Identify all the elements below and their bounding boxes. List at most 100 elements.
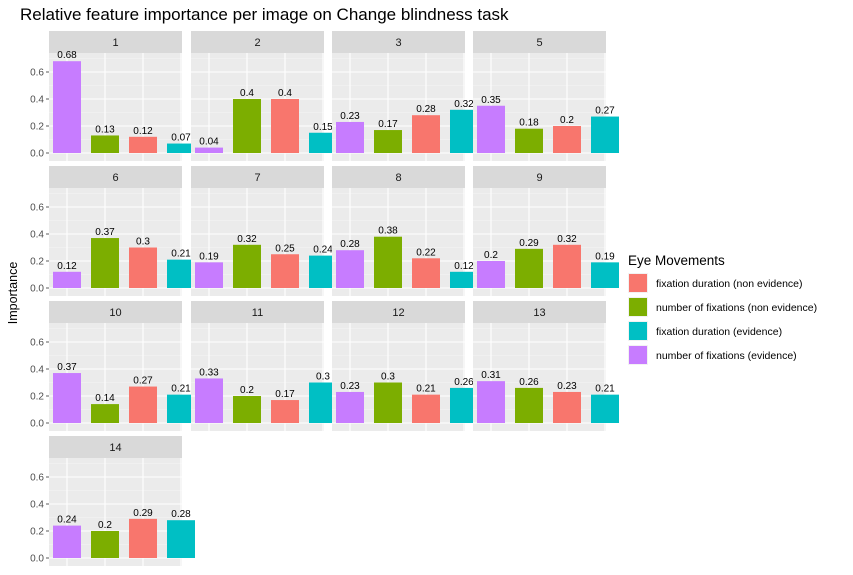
bar-14-1: [53, 525, 81, 558]
bar-13-4: [591, 394, 619, 423]
legend: Eye Movements fixation duration (non evi…: [628, 253, 817, 365]
bar-6-3: [129, 247, 157, 288]
facet-strip-label: 2: [254, 37, 260, 49]
facet-strip-label: 13: [533, 307, 545, 319]
facet-panel-11: 11 0.33 0.2 0.17 0.3: [191, 301, 337, 431]
bar-10-1: [53, 373, 81, 423]
bar-8-3: [412, 258, 440, 288]
bar-value-label: 0.21: [171, 249, 191, 260]
legend-swatch: [629, 298, 647, 316]
bar-value-label: 0.17: [378, 119, 398, 130]
bar-5-3: [553, 126, 581, 153]
facet-panels: 10.680.13 0.120.070.00.20.40.620.040.4 0.4…: [30, 31, 619, 566]
legend-swatch: [629, 346, 647, 364]
bar-value-label: 0.12: [57, 261, 77, 272]
bar-7-3: [271, 254, 299, 288]
facet-strip: [332, 31, 465, 53]
bar-13-3: [553, 391, 581, 423]
bar-13-2: [515, 387, 543, 423]
bar-8-2: [374, 236, 402, 288]
bar-value-label: 0.27: [133, 376, 153, 387]
bar-value-label: 0.24: [57, 515, 77, 526]
bar-3-2: [374, 130, 402, 153]
bar-value-label: 0.37: [95, 227, 115, 238]
facet-strip: [49, 166, 182, 188]
bar-7-1: [195, 262, 223, 288]
bar-9-3: [553, 244, 581, 288]
facet-panel-7: 7 0.19 0.32 0.25 0.24: [191, 166, 337, 296]
bar-2-3: [271, 99, 299, 153]
bar-value-label: 0.12: [454, 261, 474, 272]
y-tick-label: 0.2: [30, 527, 44, 538]
bar-1-3: [129, 136, 157, 153]
facet-panel-9: 9 0.2 0.29 0.32 0.19: [473, 166, 619, 296]
y-tick-label: 0.4: [30, 95, 44, 106]
bar-6-1: [53, 271, 81, 288]
bar-2-2: [233, 99, 261, 153]
bar-10-4: [167, 394, 195, 423]
bar-value-label: 0.17: [275, 389, 295, 400]
y-tick-label: 0.6: [30, 203, 44, 214]
bar-value-label: 0.25: [275, 243, 295, 254]
facet-strip-label: 11: [252, 307, 263, 319]
bar-value-label: 0.37: [57, 362, 77, 373]
bar-value-label: 0.21: [416, 384, 436, 395]
y-tick-label: 0.4: [30, 230, 44, 241]
bar-value-label: 0.2: [484, 250, 498, 261]
bar-5-4: [591, 116, 619, 153]
facet-strip: [332, 301, 465, 323]
facet-panel-1: 1 0.68 0.13 0.12 0.07 0.0 0.2 0.4 0.6: [30, 31, 195, 161]
legend-swatch: [629, 322, 647, 340]
legend-label: fixation duration (non evidence): [656, 278, 803, 290]
facet-strip: [473, 166, 606, 188]
facet-strip-label: 5: [536, 37, 542, 49]
facet-strip-label: 9: [536, 172, 542, 184]
bar-1-1: [53, 61, 81, 154]
bar-13-1: [477, 381, 505, 423]
bar-value-label: 0.3: [316, 372, 330, 383]
bar-value-label: 0.21: [595, 384, 615, 395]
bar-value-label: 0.19: [199, 251, 219, 262]
facet-panel-2: 2 0.04 0.4 0.4 0.15: [191, 31, 337, 161]
facet-panel-8: 8 0.28 0.38 0.22 0.12: [332, 166, 478, 296]
bar-value-label: 0.4: [240, 88, 254, 99]
bar-8-4: [450, 271, 478, 288]
y-tick-label: 0.6: [30, 68, 44, 79]
y-tick-label: 0.2: [30, 122, 44, 133]
bar-value-label: 0.38: [378, 226, 398, 237]
legend-label: fixation duration (evidence): [656, 326, 782, 338]
y-tick-label: 0.2: [30, 392, 44, 403]
bar-value-label: 0.3: [381, 372, 395, 383]
bar-value-label: 0.22: [416, 247, 436, 258]
bar-value-label: 0.15: [313, 122, 333, 133]
facet-strip: [49, 301, 182, 323]
bar-8-1: [336, 250, 364, 288]
bar-value-label: 0.23: [340, 381, 360, 392]
facet-strip: [191, 301, 324, 323]
bar-7-2: [233, 244, 261, 288]
bar-value-label: 0.32: [454, 99, 474, 110]
bar-14-2: [91, 531, 119, 558]
bar-value-label: 0.23: [340, 111, 360, 122]
bar-value-label: 0.32: [557, 234, 577, 245]
bar-14-4: [167, 520, 195, 558]
bar-value-label: 0.13: [95, 124, 115, 135]
legend-label: number of fixations (non evidence): [656, 302, 817, 314]
bar-value-label: 0.28: [340, 239, 360, 250]
facet-panel-6: 6 0.12 0.37 0.3 0.21 0.0 0.2 0.4 0.6: [30, 166, 195, 296]
bar-value-label: 0.27: [595, 106, 615, 117]
bar-value-label: 0.29: [133, 508, 153, 519]
bar-value-label: 0.35: [481, 95, 501, 106]
bar-value-label: 0.3: [136, 237, 150, 248]
legend-title: Eye Movements: [628, 253, 725, 268]
facet-panel-5: 5 0.35 0.18 0.2 0.27: [473, 31, 619, 161]
bar-value-label: 0.2: [560, 115, 574, 126]
chart-title: Relative feature importance per image on…: [20, 5, 509, 24]
bar-value-label: 0.26: [454, 377, 474, 388]
bar-12-3: [412, 394, 440, 423]
bar-6-4: [167, 259, 195, 288]
legend-entry: fixation duration (evidence): [628, 321, 782, 341]
bar-14-3: [129, 518, 157, 558]
bar-value-label: 0.21: [171, 384, 191, 395]
